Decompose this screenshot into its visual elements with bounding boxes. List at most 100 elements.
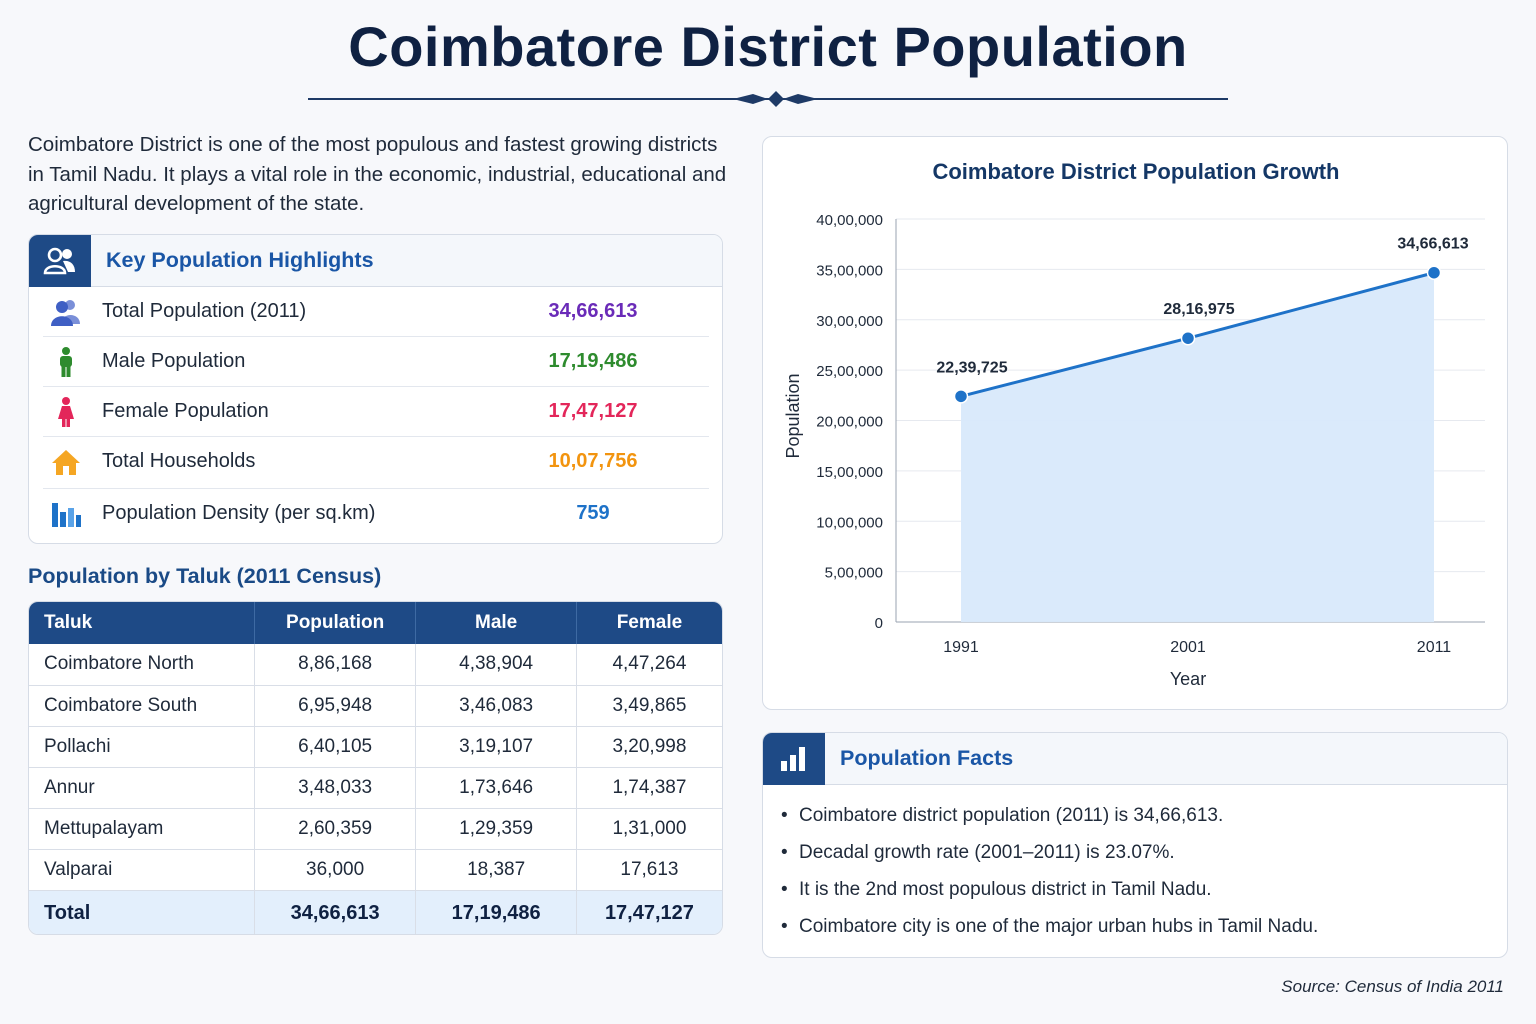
- highlight-value: 10,07,756: [548, 450, 638, 472]
- highlight-label: Female Population: [102, 400, 269, 422]
- highlight-row-female-population: Female Population 17,47,127: [43, 387, 709, 437]
- highlight-row-households: Total Households 10,07,756: [43, 437, 709, 489]
- house-icon: [52, 450, 80, 475]
- chart-title: Coimbatore District Population Growth: [932, 159, 1340, 184]
- x-tick-label: 2001: [1170, 639, 1206, 656]
- column-header: Taluk: [29, 602, 255, 644]
- y-tick-label: 30,00,000: [816, 313, 883, 330]
- facts-header: Population Facts: [763, 733, 1507, 785]
- intro-text: Coimbatore District is one of the most p…: [28, 133, 727, 215]
- taluk-table: Taluk Population Male Female Coimbatore …: [29, 602, 722, 934]
- female-cell: 17,613: [620, 858, 679, 880]
- y-tick-label: 40,00,000: [816, 212, 883, 229]
- highlight-value: 17,47,127: [548, 400, 638, 422]
- male-cell: 4,38,904: [415, 644, 577, 685]
- highlights-card: Key Population Highlights Total Populati…: [28, 234, 723, 544]
- population-cell: 3,48,033: [254, 767, 417, 808]
- table-row: Coimbatore North 8,86,168 4,38,904 4,47,…: [29, 644, 722, 685]
- fact-item: Decadal growth rate (2001–2011) is 23.07…: [781, 834, 1318, 871]
- facts-title: Population Facts: [840, 746, 1014, 770]
- fact-item: Coimbatore district population (2011) is…: [781, 797, 1318, 834]
- taluk-name: Coimbatore North: [29, 644, 255, 685]
- highlight-row-total-population: Total Population (2011) 34,66,613: [43, 287, 709, 337]
- female-icon: [58, 397, 74, 427]
- facts-list: Coimbatore district population (2011) is…: [781, 797, 1318, 945]
- fact-item: Coimbatore city is one of the major urba…: [781, 908, 1318, 945]
- taluk-name: Valparai: [29, 849, 255, 890]
- female-cell: 1,31,000: [612, 817, 687, 839]
- male-cell: 1,29,359: [415, 808, 577, 849]
- highlight-row-male-population: Male Population 17,19,486: [43, 337, 709, 387]
- x-tick-label: 1991: [943, 639, 979, 656]
- y-tick-label: 20,00,000: [816, 414, 883, 431]
- female-cell: 3,49,865: [612, 694, 687, 716]
- title-divider: [308, 91, 1228, 107]
- area-fill: [961, 272, 1434, 622]
- population-growth-chart-card: Coimbatore District Population Growth 0 5…: [762, 136, 1508, 710]
- taluk-section-title: Population by Taluk (2011 Census): [28, 564, 382, 588]
- y-tick-label: 35,00,000: [816, 262, 883, 279]
- y-axis-title: Population: [783, 373, 803, 458]
- table-row: Coimbatore South 6,95,948 3,46,083 3,49,…: [29, 685, 722, 726]
- y-tick-label: 15,00,000: [816, 464, 883, 481]
- highlight-label: Population Density (per sq.km): [102, 502, 376, 524]
- taluk-name: Pollachi: [29, 726, 255, 767]
- population-cell: 8,86,168: [254, 644, 417, 685]
- taluk-name: Annur: [29, 767, 255, 808]
- total-female-cell: 17,47,127: [604, 901, 694, 924]
- highlight-value: 759: [576, 502, 610, 524]
- bar-chart-icon: [52, 503, 81, 527]
- highlights-header: Key Population Highlights: [29, 235, 722, 287]
- population-growth-chart: 0 5,00,000 10,00,000 15,00,000 20,00,000 25,0…: [783, 212, 1485, 689]
- highlight-label: Male Population: [102, 350, 246, 372]
- population-cell: 36,000: [254, 849, 417, 890]
- highlight-value: 34,66,613: [548, 300, 638, 322]
- data-label: 28,16,975: [1163, 301, 1234, 318]
- page-title: Coimbatore District Population: [348, 15, 1188, 78]
- table-header-row: Taluk Population Male Female: [29, 602, 722, 644]
- female-cell: 3,20,998: [612, 735, 687, 757]
- column-header: Male: [415, 602, 577, 644]
- male-cell: 18,387: [415, 849, 577, 890]
- male-cell: 3,46,083: [415, 685, 577, 726]
- y-tick-label: 0: [875, 615, 883, 632]
- highlight-row-density: Population Density (per sq.km) 759: [43, 489, 709, 543]
- data-label: 22,39,725: [936, 359, 1007, 376]
- data-point: [1180, 330, 1196, 346]
- x-axis-title: Year: [1170, 669, 1206, 689]
- table-total-row: Total 34,66,613 17,19,486 17,47,127: [29, 890, 722, 934]
- table-row: Annur 3,48,033 1,73,646 1,74,387: [29, 767, 722, 808]
- y-tick-label: 5,00,000: [825, 565, 883, 582]
- data-point: [953, 389, 969, 404]
- taluk-name: Mettupalayam: [29, 808, 255, 849]
- column-header: Population: [254, 602, 417, 644]
- fact-item: It is the 2nd most populous district in …: [781, 871, 1318, 908]
- highlight-label: Total Households: [102, 450, 256, 472]
- x-tick-label: 2011: [1417, 639, 1452, 656]
- male-cell: 1,73,646: [415, 767, 577, 808]
- total-label: Total: [29, 890, 255, 934]
- table-row: Pollachi 6,40,105 3,19,107 3,20,998: [29, 726, 722, 767]
- population-cell: 6,95,948: [254, 685, 417, 726]
- total-male-cell: 17,19,486: [415, 890, 577, 934]
- data-label: 34,66,613: [1397, 236, 1468, 253]
- people-icon: [51, 300, 80, 326]
- table-row: Mettupalayam 2,60,359 1,29,359 1,31,000: [29, 808, 722, 849]
- female-cell: 1,74,387: [612, 776, 687, 798]
- highlight-value: 17,19,486: [548, 350, 638, 372]
- bar-chart-icon: [763, 733, 825, 785]
- highlights-title: Key Population Highlights: [106, 248, 374, 272]
- data-point: [1426, 265, 1442, 280]
- population-cell: 6,40,105: [254, 726, 417, 767]
- female-cell: 4,47,264: [612, 653, 687, 675]
- population-cell: 2,60,359: [254, 808, 417, 849]
- y-tick-label: 25,00,000: [816, 363, 883, 380]
- total-population-cell: 34,66,613: [254, 890, 417, 934]
- male-cell: 3,19,107: [415, 726, 577, 767]
- highlight-label: Total Population (2011): [102, 300, 307, 322]
- y-tick-label: 10,00,000: [816, 514, 883, 531]
- source-note: Source: Census of India 2011: [1281, 977, 1504, 996]
- male-icon: [60, 347, 72, 377]
- people-icon: [29, 235, 91, 287]
- column-header: Female: [616, 612, 683, 633]
